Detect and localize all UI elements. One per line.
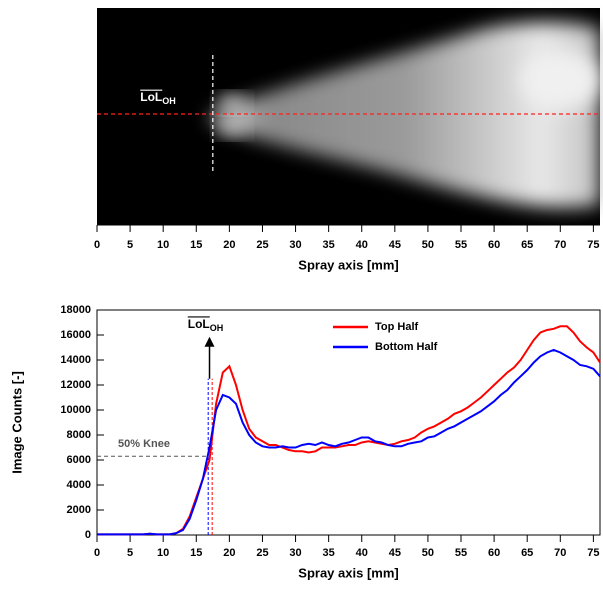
- y-tick-label: 6000: [67, 454, 91, 466]
- spray-image: [97, 8, 600, 225]
- x-tick-label: 50: [422, 239, 434, 251]
- x-tick-label: 55: [455, 547, 467, 559]
- knee-label: 50% Knee: [118, 438, 170, 450]
- x-tick-label: 65: [521, 547, 533, 559]
- y-axis-title: Image Counts [-]: [9, 371, 24, 474]
- x-tick-label: 75: [587, 547, 599, 559]
- x-tick-label: 30: [289, 239, 301, 251]
- y-tick-label: 8000: [67, 429, 91, 441]
- x-tick-label: 30: [289, 547, 301, 559]
- y-tick-label: 16000: [60, 329, 91, 341]
- lol-subscript: OH: [162, 96, 176, 106]
- y-tick-label: 18000: [60, 304, 91, 316]
- x-tick-label: 5: [127, 239, 133, 251]
- y-tick-label: 4000: [67, 479, 91, 491]
- x-tick-label: 5: [127, 547, 133, 559]
- y-tick-label: 12000: [60, 379, 91, 391]
- x-tick-label: 70: [554, 239, 566, 251]
- x-tick-label: 35: [323, 239, 335, 251]
- image-panel: 0 5 10 15 20 25 30 35 40 45 50 55 60 65 70 75 Spray axis…: [94, 55, 600, 272]
- line-panel: 0 5 10 15 20 25 30 35 40 45 50 55 60 65 70 75 Spray axis…: [9, 304, 601, 580]
- x-tick-label: 20: [223, 239, 235, 251]
- y-tick-label: 10000: [60, 404, 91, 416]
- x-tick-label: 25: [256, 547, 268, 559]
- x-tick-label: 10: [157, 547, 169, 559]
- x-tick-label: 75: [587, 239, 599, 251]
- x-axis-title: Spray axis [mm]: [298, 565, 398, 580]
- x-tick-label: 55: [455, 239, 467, 251]
- plot-frame: [96, 309, 601, 536]
- x-tick-label: 25: [256, 239, 268, 251]
- arrow-head: [204, 336, 215, 347]
- series-line: [97, 348, 601, 536]
- x-tick-label: 65: [521, 239, 533, 251]
- x-tick-label: 0: [94, 239, 100, 251]
- lol-text: LoL: [140, 90, 162, 104]
- legend-label: Bottom Half: [375, 341, 438, 353]
- x-tick-label: 15: [190, 239, 202, 251]
- x-tick-label: 10: [157, 239, 169, 251]
- y-tick-label: 14000: [60, 354, 91, 366]
- lol-label: LoLOH: [140, 90, 176, 106]
- y-tick-label: 0: [85, 529, 91, 541]
- x-tick-label: 60: [488, 239, 500, 251]
- x-tick-label: 40: [356, 239, 368, 251]
- lol-label: LoLOH: [188, 317, 224, 333]
- x-axis-title: Spray axis [mm]: [298, 257, 398, 272]
- x-tick-label: 50: [422, 547, 434, 559]
- x-tick-label: 60: [488, 547, 500, 559]
- y-tick-label: 2000: [67, 504, 91, 516]
- lol-subscript: OH: [210, 323, 224, 333]
- x-tick-label: 45: [389, 239, 401, 251]
- x-tick-label: 0: [94, 547, 100, 559]
- x-tick-label: 45: [389, 547, 401, 559]
- x-tick-label: 20: [223, 547, 235, 559]
- x-tick-label: 70: [554, 547, 566, 559]
- legend-label: Top Half: [375, 321, 419, 333]
- lol-text: LoL: [188, 317, 210, 331]
- x-tick-label: 40: [356, 547, 368, 559]
- series-line: [97, 325, 601, 536]
- x-tick-label: 35: [323, 547, 335, 559]
- x-tick-label: 15: [190, 547, 202, 559]
